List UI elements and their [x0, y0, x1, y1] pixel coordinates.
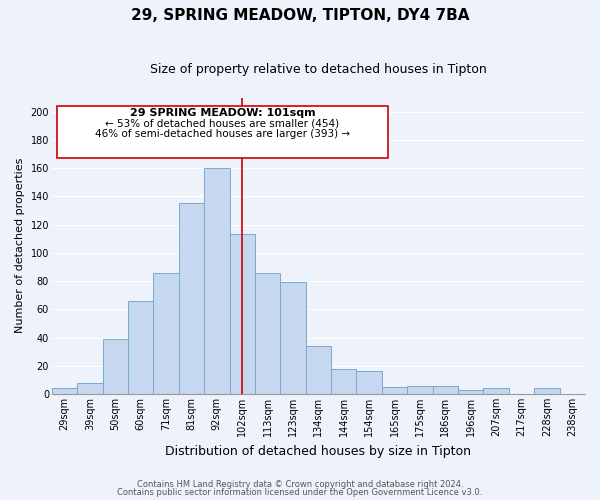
Bar	[103, 339, 128, 394]
Bar	[52, 388, 77, 394]
Bar	[128, 301, 154, 394]
Text: Contains public sector information licensed under the Open Government Licence v3: Contains public sector information licen…	[118, 488, 482, 497]
Bar	[230, 234, 255, 394]
Bar	[356, 372, 382, 394]
Title: Size of property relative to detached houses in Tipton: Size of property relative to detached ho…	[150, 62, 487, 76]
Bar	[407, 386, 433, 394]
Bar	[484, 388, 509, 394]
Bar	[534, 388, 560, 394]
Bar	[204, 168, 230, 394]
Bar	[331, 368, 356, 394]
X-axis label: Distribution of detached houses by size in Tipton: Distribution of detached houses by size …	[166, 444, 472, 458]
FancyBboxPatch shape	[57, 106, 388, 158]
Text: 46% of semi-detached houses are larger (393) →: 46% of semi-detached houses are larger (…	[95, 128, 350, 138]
Bar	[77, 382, 103, 394]
Bar	[306, 346, 331, 394]
Y-axis label: Number of detached properties: Number of detached properties	[15, 158, 25, 334]
Bar	[433, 386, 458, 394]
Bar	[154, 272, 179, 394]
Bar	[179, 204, 204, 394]
Text: Contains HM Land Registry data © Crown copyright and database right 2024.: Contains HM Land Registry data © Crown c…	[137, 480, 463, 489]
Text: ← 53% of detached houses are smaller (454): ← 53% of detached houses are smaller (45…	[106, 118, 340, 128]
Bar	[255, 272, 280, 394]
Bar	[382, 387, 407, 394]
Bar	[280, 282, 306, 394]
Text: 29 SPRING MEADOW: 101sqm: 29 SPRING MEADOW: 101sqm	[130, 108, 315, 118]
Text: 29, SPRING MEADOW, TIPTON, DY4 7BA: 29, SPRING MEADOW, TIPTON, DY4 7BA	[131, 8, 469, 22]
Bar	[458, 390, 484, 394]
